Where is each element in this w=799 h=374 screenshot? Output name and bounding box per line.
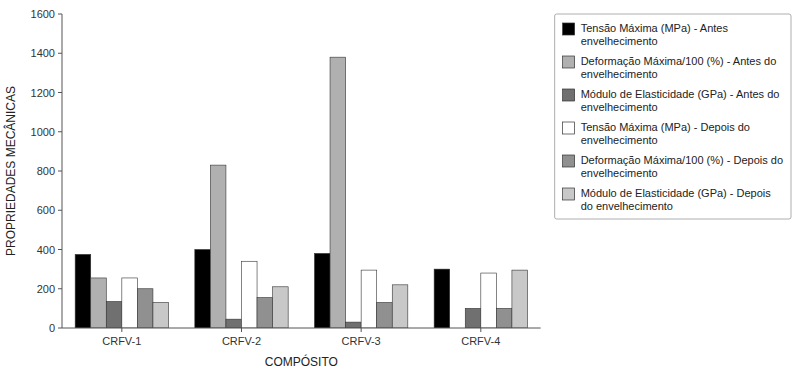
y-tick-label: 800 <box>37 165 55 177</box>
y-tick <box>58 171 62 172</box>
x-axis-title: COMPÓSITO <box>265 354 338 369</box>
x-axis-line <box>62 328 541 329</box>
bar <box>91 278 107 328</box>
y-tick <box>58 14 62 15</box>
bar <box>361 270 377 328</box>
bar <box>314 253 330 328</box>
x-axis: CRFV-1 CRFV-2 CRFV-3 CRFV-4 <box>102 328 500 347</box>
x-tick <box>241 328 242 332</box>
legend-label: Deformação Máxima/100 (%) - Antes doenve… <box>581 55 777 80</box>
legend-label: Deformação Máxima/100 (%) - Depois doenv… <box>581 154 783 179</box>
bar <box>496 308 512 328</box>
bar <box>346 322 362 328</box>
legend-frame <box>555 14 791 219</box>
legend-label: Tensão Máxima (MPa) - Antesenvelheciment… <box>581 22 729 47</box>
y-tick-label: 0 <box>49 322 55 334</box>
y-tick <box>58 92 62 93</box>
legend-label-line: Tensão Máxima (MPa) - Depois do <box>581 121 750 133</box>
y-tick <box>58 53 62 54</box>
x-tick-label: CRFV-1 <box>102 335 141 347</box>
y-tick-label: 1600 <box>31 8 55 20</box>
x-tick <box>480 328 481 332</box>
x-tick <box>361 328 362 332</box>
bar <box>392 285 408 328</box>
legend-label-line: Deformação Máxima/100 (%) - Antes do <box>581 55 777 67</box>
bar <box>273 287 289 328</box>
legend-label-line: envelhecimento <box>581 167 658 179</box>
bars <box>75 57 527 328</box>
bar <box>330 57 346 328</box>
bar <box>257 298 273 328</box>
legend: Tensão Máxima (MPa) - Antesenvelheciment… <box>555 14 791 219</box>
legend-swatch <box>563 122 575 134</box>
y-axis-line <box>62 14 63 328</box>
bar <box>75 254 91 328</box>
bar <box>195 250 211 329</box>
x-tick-label: CRFV-4 <box>461 335 500 347</box>
bar <box>153 302 169 328</box>
y-tick <box>58 131 62 132</box>
x-tick-label: CRFV-3 <box>342 335 381 347</box>
y-tick <box>58 288 62 289</box>
legend-label-line: envelhecimento <box>581 35 658 47</box>
bar <box>434 269 450 328</box>
chart: Tensão Máxima (MPa) - Antesenvelheciment… <box>0 0 799 374</box>
bar <box>465 308 481 328</box>
bar <box>512 270 528 328</box>
legend-label-line: Módulo de Elasticidade (GPa) - Antes do <box>581 88 780 100</box>
legend-label: Módulo de Elasticidade (GPa) - Depoisdo … <box>581 187 772 212</box>
y-tick-label: 1000 <box>31 126 55 138</box>
legend-label-line: envelhecimento <box>581 68 658 80</box>
y-tick <box>58 210 62 211</box>
bar <box>106 302 122 328</box>
y-tick-label: 400 <box>37 244 55 256</box>
y-axis: 0 200 400 600 800 1000 1200 1400 1600 <box>31 8 62 334</box>
legend-label-line: Módulo de Elasticidade (GPa) - Depois <box>581 187 772 199</box>
bar <box>122 278 138 328</box>
y-tick-label: 1200 <box>31 87 55 99</box>
legend-swatch <box>563 155 575 167</box>
bar <box>241 261 257 328</box>
bar <box>226 319 242 328</box>
legend-label: Módulo de Elasticidade (GPa) - Antes doe… <box>581 88 780 113</box>
x-tick-label: CRFV-2 <box>222 335 261 347</box>
y-tick <box>58 249 62 250</box>
bar <box>481 273 497 328</box>
y-tick <box>58 328 62 329</box>
bar <box>377 302 393 328</box>
legend-swatch <box>563 188 575 200</box>
legend-label: Tensão Máxima (MPa) - Depois doenvelheci… <box>581 121 750 146</box>
y-tick-label: 1400 <box>31 47 55 59</box>
y-tick-label: 200 <box>37 283 55 295</box>
y-tick-label: 600 <box>37 204 55 216</box>
bar <box>210 165 226 328</box>
legend-label-line: envelhecimento <box>581 134 658 146</box>
bar <box>137 289 153 328</box>
legend-label-line: do envelhecimento <box>581 200 673 212</box>
legend-label-line: Tensão Máxima (MPa) - Antes <box>581 22 729 34</box>
legend-label-line: Deformação Máxima/100 (%) - Depois do <box>581 154 783 166</box>
x-tick <box>121 328 122 332</box>
legend-swatch <box>563 56 575 68</box>
y-axis-title: PROPRIEDADES MECÂNICAS <box>3 86 18 256</box>
legend-swatch <box>563 89 575 101</box>
legend-label-line: envelhecimento <box>581 101 658 113</box>
legend-swatch <box>563 23 575 35</box>
